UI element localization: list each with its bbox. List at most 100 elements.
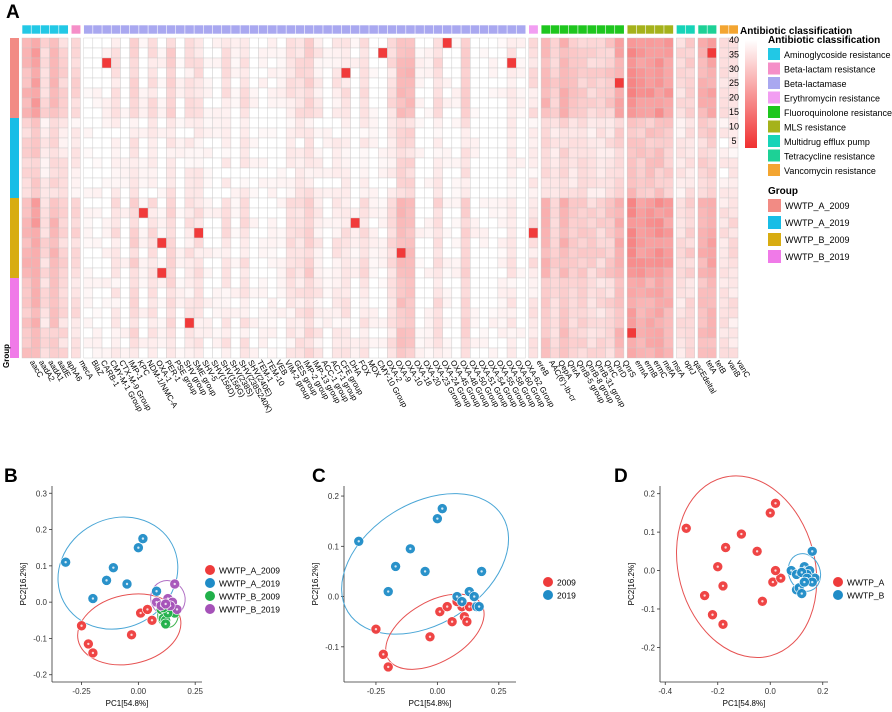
heatmap-cell	[111, 177, 121, 189]
legend-label: WWTP_A_2009	[219, 566, 280, 576]
heatmap-cell	[49, 117, 60, 129]
heatmap-cell	[341, 207, 351, 219]
heatmap-cell	[92, 77, 103, 89]
legend-marker	[833, 577, 843, 587]
heatmap-cell	[175, 207, 186, 219]
heatmap-cell	[405, 287, 416, 299]
heatmap-cell	[605, 297, 615, 309]
heatmap-cell	[120, 307, 130, 319]
heatmap-cell	[166, 217, 176, 229]
x-axis-label: PC1[54.8%]	[106, 699, 149, 708]
heatmap-cell	[396, 347, 407, 359]
heatmap-cell	[479, 257, 489, 269]
heatmap-cell	[626, 287, 637, 299]
heatmap-cell	[341, 187, 351, 199]
heatmap-cell	[626, 337, 637, 349]
heatmap-cell	[706, 207, 717, 219]
heatmap-cell	[49, 277, 60, 289]
heatmap-cell	[697, 257, 708, 269]
heatmap-cell	[626, 327, 637, 339]
heatmap-cell	[313, 67, 324, 79]
heatmap-cell	[528, 237, 539, 249]
heatmap-cell	[396, 187, 407, 199]
heatmap-cell	[101, 77, 112, 89]
heatmap-cell	[341, 177, 351, 189]
heatmap-cell	[111, 277, 121, 289]
heatmap-cell	[654, 227, 665, 239]
heatmap-cell	[350, 47, 360, 59]
heatmap-cell	[479, 297, 489, 309]
class-bar-cell	[614, 24, 625, 35]
heatmap-cell	[129, 297, 140, 309]
heatmap-cell	[586, 77, 597, 89]
heatmap-cell	[506, 257, 517, 269]
heatmap-cell	[322, 67, 333, 79]
heatmap-cell	[676, 47, 686, 59]
heatmap-cell	[577, 197, 588, 209]
heatmap-cell	[350, 87, 360, 99]
heatmap-cell	[258, 77, 268, 89]
heatmap-cell	[396, 77, 407, 89]
heatmap-cell	[697, 57, 708, 69]
heatmap-cell	[414, 277, 425, 289]
group-legend-label: WWTP_A_2019	[785, 218, 850, 228]
heatmap-cell	[249, 67, 259, 79]
heatmap-cell	[626, 257, 637, 269]
heatmap-cell	[614, 257, 625, 269]
heatmap-cell	[101, 277, 112, 289]
heatmap-cell	[719, 107, 729, 119]
heatmap-cell	[49, 137, 60, 149]
heatmap-cell	[605, 237, 615, 249]
heatmap-cell	[451, 277, 462, 289]
heatmap-cell	[129, 267, 140, 279]
heatmap-cell	[221, 297, 232, 309]
class-bar-cell	[49, 24, 60, 35]
class-bar-cell	[83, 24, 94, 35]
heatmap-cell	[470, 287, 480, 299]
heatmap-cell	[359, 87, 370, 99]
heatmap-cell	[368, 277, 379, 289]
heatmap-cell	[58, 167, 69, 179]
heatmap-cell	[40, 187, 50, 199]
heatmap-cell	[175, 287, 186, 299]
group-legend-label: WWTP_A_2009	[785, 201, 850, 211]
heatmap-cell	[470, 117, 480, 129]
heatmap-cell	[304, 217, 314, 229]
legend-marker	[205, 578, 215, 588]
heatmap-cell	[258, 327, 268, 339]
heatmap-cell	[506, 97, 517, 109]
heatmap-cell	[147, 197, 158, 209]
heatmap-cell	[506, 227, 517, 239]
heatmap-cell	[550, 167, 560, 179]
heatmap-cell	[147, 87, 158, 99]
heatmap-cell	[40, 47, 50, 59]
heatmap-cell	[221, 317, 232, 329]
heatmap-cell	[497, 167, 508, 179]
heatmap-cell	[414, 57, 425, 69]
heatmap-cell	[92, 187, 103, 199]
heatmap-cell	[378, 197, 388, 209]
heatmap-cell	[568, 337, 579, 349]
heatmap-cell	[49, 227, 60, 239]
heatmap-cell	[506, 47, 517, 59]
class-bar-cell	[506, 24, 517, 35]
heatmap-cell	[193, 257, 204, 269]
heatmap-cell	[193, 297, 204, 309]
class-bar-cell	[596, 24, 607, 35]
heatmap-cell	[636, 127, 646, 139]
heatmap-cell	[258, 197, 268, 209]
heatmap-cell	[166, 137, 176, 149]
heatmap-cell	[304, 137, 314, 149]
heatmap-cell	[460, 87, 471, 99]
data-point-center	[450, 620, 454, 623]
heatmap-cell	[58, 97, 69, 109]
heatmap-cell	[350, 157, 360, 169]
heatmap-cell	[451, 127, 462, 139]
heatmap-cell	[540, 267, 551, 279]
heatmap-cell	[488, 207, 499, 219]
class-bar-cell	[433, 24, 444, 35]
heatmap-cell	[111, 87, 121, 99]
heatmap-cell	[331, 217, 342, 229]
heatmap-cell	[157, 327, 167, 339]
heatmap-cell	[267, 77, 278, 89]
